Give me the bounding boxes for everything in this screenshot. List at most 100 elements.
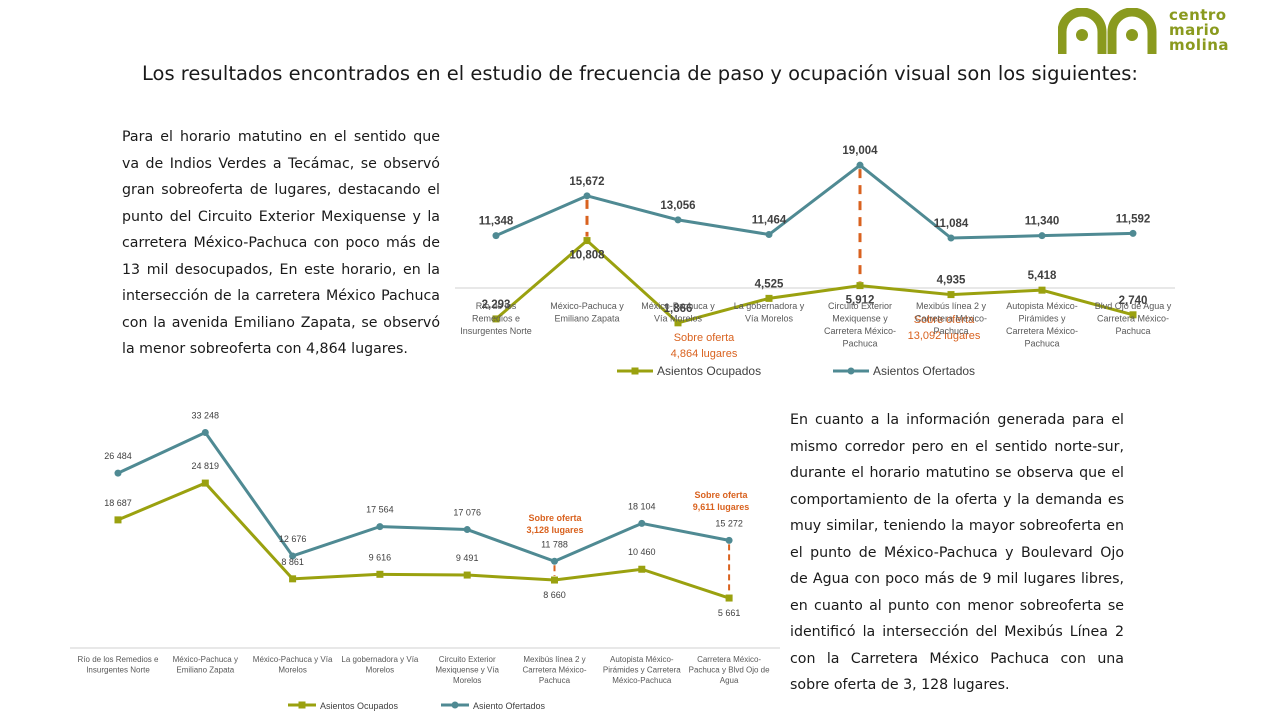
data-label-occupied: 8 861 bbox=[281, 557, 304, 567]
legend-label-offered: Asiento Ofertados bbox=[473, 701, 546, 711]
data-label-occupied: 10 460 bbox=[628, 547, 656, 557]
logo-line-3: molina bbox=[1169, 36, 1230, 54]
data-label-occupied: 1,866 bbox=[664, 303, 693, 315]
point-offered bbox=[201, 429, 209, 437]
page-title: Los resultados encontrados en el estudio… bbox=[142, 62, 1138, 85]
category-label: La gobernadora y Vía Morelos bbox=[734, 301, 805, 324]
legend-marker-offered bbox=[847, 367, 855, 375]
point-offered bbox=[1038, 232, 1046, 240]
data-label-offered: 15,672 bbox=[569, 176, 604, 188]
data-label-offered: 11,340 bbox=[1025, 216, 1060, 228]
point-occupied bbox=[856, 282, 864, 290]
category-label: Blvd Ojo de Agua y Carretera México-Pachu… bbox=[1095, 301, 1172, 336]
data-label-occupied: 5,912 bbox=[846, 295, 875, 307]
point-occupied bbox=[114, 516, 122, 524]
point-occupied bbox=[1038, 286, 1046, 294]
data-label-occupied: 9 491 bbox=[456, 553, 479, 563]
point-offered bbox=[725, 536, 733, 544]
point-offered bbox=[289, 552, 297, 560]
category-label: México-Pachuca y Vía Morelos bbox=[641, 301, 715, 324]
data-label-occupied: 2,293 bbox=[482, 299, 511, 311]
data-label-occupied: 18 687 bbox=[104, 498, 132, 508]
legend-marker-occupied bbox=[631, 367, 639, 375]
data-label-occupied: 8 660 bbox=[543, 590, 566, 600]
legend-label-occupied: Asientos Ocupados bbox=[320, 701, 399, 711]
series-line-occupied bbox=[495, 238, 1134, 325]
point-occupied bbox=[492, 315, 500, 323]
point-offered bbox=[551, 557, 558, 565]
annotation-text: Sobre oferta 9,611 lugares bbox=[693, 490, 750, 512]
data-label-offered: 12 676 bbox=[279, 534, 307, 544]
point-occupied bbox=[1129, 311, 1137, 319]
point-occupied bbox=[674, 319, 682, 327]
data-label-offered: 11,084 bbox=[934, 218, 969, 230]
chart-norte-sur: 26 484 33 248 12 676 17 564 17 076 11 788 18 1… bbox=[70, 412, 780, 711]
data-label-offered: 17 076 bbox=[453, 508, 481, 518]
logo-mark-icon bbox=[1057, 7, 1157, 54]
logo-text: centro mario molina bbox=[1169, 8, 1229, 53]
point-offered bbox=[1129, 229, 1137, 237]
data-label-offered: 11 788 bbox=[541, 539, 568, 549]
category-label: Autopista México-Pirámides y Carretera Mé… bbox=[603, 655, 681, 685]
point-offered bbox=[376, 523, 384, 531]
point-occupied bbox=[201, 479, 209, 487]
point-occupied bbox=[463, 571, 471, 579]
chart-sur-norte: 11,348 15,672 13,056 11,464 19,004 11,084 11,3… bbox=[455, 145, 1175, 378]
data-label-offered: 11,348 bbox=[479, 216, 514, 228]
legend-marker-offered bbox=[451, 701, 459, 709]
legend-marker-occupied bbox=[298, 701, 306, 709]
data-label-occupied: 4,525 bbox=[755, 278, 784, 290]
point-offered bbox=[114, 469, 122, 477]
data-label-occupied: 9 616 bbox=[369, 552, 392, 562]
category-label: Río de los Remedios e Insurgentes Norte bbox=[78, 655, 159, 675]
point-occupied bbox=[765, 294, 773, 302]
centro-mario-molina-logo: centro mario molina bbox=[1057, 7, 1248, 58]
category-label: Carretera México-Pachuca y Blvd Ojo de Ag… bbox=[689, 655, 770, 685]
point-offered bbox=[674, 216, 682, 224]
logo-line-2: mario bbox=[1169, 21, 1221, 39]
data-label-offered: 11,592 bbox=[1116, 213, 1151, 225]
paragraph-matutino-sur-norte: Para el horario matutino en el sentido q… bbox=[122, 129, 440, 357]
category-label: La gobernadora y Vía Morelos bbox=[341, 655, 418, 675]
category-label: Circuito Exterior Mexiquense y Carretera M… bbox=[824, 301, 896, 349]
data-label-offered: 33 248 bbox=[192, 412, 220, 421]
data-label-offered: 15 272 bbox=[715, 518, 743, 528]
point-occupied bbox=[725, 594, 733, 602]
annotation-text: Sobre oferta 3,128 lugares bbox=[526, 513, 583, 535]
point-offered bbox=[583, 192, 591, 200]
category-label: Río de los Remedios e Insurgentes Norte bbox=[460, 301, 532, 336]
data-label-offered: 13,056 bbox=[660, 200, 695, 212]
point-occupied bbox=[551, 576, 558, 584]
category-label: Circuito Exterior Mexiquense y Vía Morelos bbox=[435, 655, 499, 685]
annotation-text: Sobre oferta 13,092 lugares bbox=[908, 314, 981, 342]
data-label-occupied: 2,740 bbox=[1119, 295, 1148, 307]
point-occupied bbox=[638, 565, 646, 573]
point-offered bbox=[638, 519, 646, 527]
category-label: México-Pachuca y Vía Morelos bbox=[253, 655, 333, 675]
data-label-occupied: 24 819 bbox=[192, 461, 220, 471]
point-occupied bbox=[947, 291, 955, 299]
category-label: México-Pachuca y Emiliano Zapata bbox=[173, 655, 238, 675]
legend-label-offered: Asientos Ofertados bbox=[873, 364, 975, 378]
category-label: Mexibús línea 2 y Carretera México-Pachuc… bbox=[522, 655, 586, 685]
data-label-offered: 19,004 bbox=[842, 145, 878, 157]
category-label: México-Pachuca y Emiliano Zapata bbox=[550, 301, 624, 324]
data-label-offered: 26 484 bbox=[104, 451, 132, 461]
point-occupied bbox=[289, 575, 297, 583]
point-occupied bbox=[376, 570, 384, 578]
category-label: Autopista México-Pirámides y Carretera Mé… bbox=[1006, 301, 1078, 349]
logo-line-1: centro bbox=[1169, 6, 1227, 24]
series-line-occupied bbox=[117, 481, 730, 600]
series-line-offered bbox=[495, 163, 1134, 240]
data-label-offered: 11,464 bbox=[752, 215, 787, 227]
point-offered bbox=[765, 231, 773, 239]
data-label-occupied: 4,935 bbox=[937, 275, 966, 287]
point-occupied bbox=[583, 237, 591, 245]
data-label-occupied: 5,418 bbox=[1028, 270, 1057, 282]
data-label-offered: 17 564 bbox=[366, 505, 394, 515]
point-offered bbox=[856, 161, 864, 169]
annotation-text: Sobre oferta 4,864 lugares bbox=[671, 332, 738, 360]
point-offered bbox=[947, 234, 955, 242]
point-offered bbox=[492, 232, 500, 240]
point-offered bbox=[463, 526, 471, 534]
